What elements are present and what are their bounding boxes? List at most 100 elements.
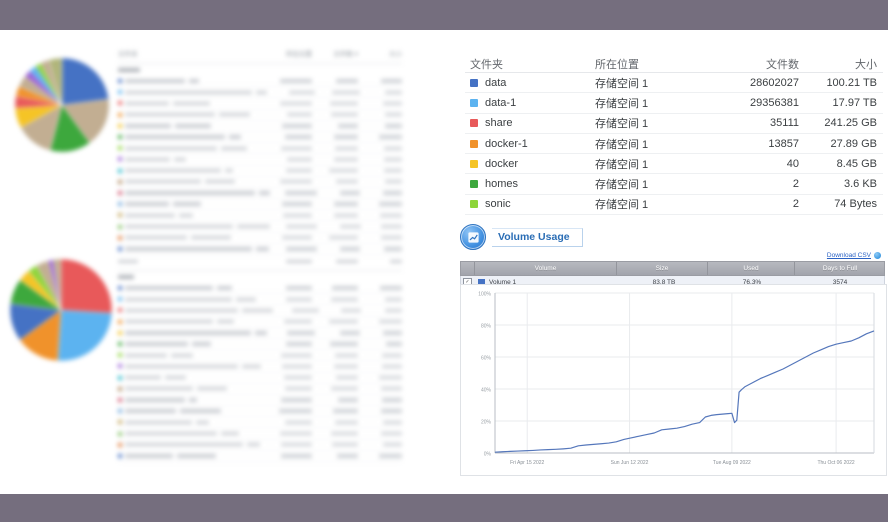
pie-slice[interactable] [60,258,113,314]
download-icon[interactable] [874,252,881,259]
pie-slice[interactable] [61,57,109,106]
list-item[interactable] [118,305,402,317]
grid-header-select[interactable] [461,262,475,275]
row-name-redacted-2 [219,112,250,117]
folder-name: docker [485,157,519,170]
list-item[interactable] [118,384,402,395]
row-name-redacted-2 [247,443,260,447]
pie-slice[interactable] [52,258,62,311]
row-name-redacted [125,431,217,436]
list-item[interactable] [118,294,402,306]
list-item[interactable] [118,233,402,244]
grid-row-volume-cell: Volume 1 [474,276,619,289]
cell-size-redacted [358,124,402,128]
list-item[interactable] [118,317,402,328]
list-item[interactable] [118,339,402,351]
row-name-redacted [125,375,161,380]
table-row[interactable]: share 存储空间 1 35111 241.25 GB [465,114,883,134]
cell-location-redacted [262,101,312,106]
list-item[interactable] [118,428,402,440]
cell-count-redacted [312,112,358,117]
cell-count-redacted [312,375,358,380]
list-item[interactable] [118,373,402,384]
header-location[interactable]: 所在位置 [595,59,639,71]
list-item[interactable] [118,110,402,121]
cell-file-count: 2 [792,178,799,191]
cell-location-redacted [262,420,312,425]
cell-size: 17.97 TB [832,96,877,109]
list-item[interactable] [118,244,402,255]
row-name-redacted [125,443,243,447]
pie-slice[interactable] [57,309,113,362]
header-filecount[interactable]: 文件数 [766,59,799,71]
list-item[interactable] [118,87,402,99]
list-item[interactable] [118,166,402,177]
left2-col-location [262,258,312,265]
list-item[interactable] [118,440,402,451]
list-item[interactable] [118,210,402,222]
list-item[interactable] [118,76,402,88]
grid-header-days-to-full[interactable]: Days to Full [822,265,858,272]
volume-usage-tab[interactable]: Volume Usage [460,224,885,250]
cell-size-redacted [358,409,402,413]
volume-usage-chart[interactable]: 0% 20% 40% 60% 80% 100% Fri Apr 15 2022 Sun Jun… [460,284,887,476]
table-row[interactable]: data-1 存储空间 1 29356381 17.97 TB [465,93,883,114]
right-panel: 文件夹 所在位置 文件数 大小 data 存储空间 1 28602027 100.21… [455,30,888,494]
row-name-redacted-2 [192,342,211,346]
pie-slice[interactable] [48,57,63,106]
list-item[interactable] [118,221,402,233]
list-item[interactable] [118,350,402,362]
list-item[interactable] [118,283,402,295]
cell-folder: data-1 [465,97,595,109]
grid-header-volume[interactable]: Volume [475,262,617,275]
left-col-size: 大小 [389,51,402,58]
table-row[interactable]: docker 存储空间 1 40 8.45 GB [465,154,883,175]
left2-col-folder [118,258,262,265]
cell-size-redacted [358,353,402,357]
list-item[interactable] [118,121,402,132]
cell-count-redacted [315,331,360,335]
cell-location-redacted [262,112,312,117]
cell-location-redacted [262,319,312,324]
cell-count-redacted [317,191,361,195]
list-item[interactable] [118,98,402,110]
cell-count-redacted [312,364,358,369]
table-row[interactable]: data 存储空间 1 28602027 100.21 TB [465,73,883,94]
list-item[interactable] [118,395,402,407]
download-csv-row: Download CSV [460,252,885,259]
list-item[interactable] [118,177,402,188]
cell-location-redacted [262,157,312,162]
folder-name: share [485,117,513,130]
row-color-swatch [118,453,122,458]
list-item[interactable] [118,154,402,166]
row-name-redacted [125,398,185,402]
grid-header-used[interactable]: Used [708,262,795,275]
header-folder[interactable]: 文件夹 [470,59,503,71]
table-row[interactable]: sonic 存储空间 1 2 74 Bytes [465,195,883,216]
header-size[interactable]: 大小 [855,59,877,71]
row-color-swatch [118,308,122,313]
list-item[interactable] [118,451,402,462]
cell-location-redacted [262,168,312,173]
cell-size: 74 Bytes [834,198,877,211]
table-row[interactable]: docker-1 存储空间 1 13857 27.89 GB [465,134,883,155]
list-item[interactable] [118,406,402,418]
cell-size-redacted [358,79,402,83]
download-csv-link[interactable]: Download CSV [826,252,871,259]
row-color-swatch [118,286,122,291]
table-row[interactable]: homes 存储空间 1 2 3.6 KB [465,174,883,195]
list-item[interactable] [118,199,402,211]
pie-slice[interactable] [61,98,110,144]
list-item[interactable] [118,188,402,200]
grid-header-size[interactable]: Size [617,262,708,275]
row-color-swatch [118,168,122,173]
row-name-redacted-2 [256,247,270,251]
cell-location-redacted [269,247,317,251]
list-item[interactable] [118,417,402,429]
cell-size-redacted [360,331,402,335]
list-item[interactable] [118,361,402,373]
list-item[interactable] [118,132,402,144]
cell-size-redacted [358,135,402,139]
list-item[interactable] [118,328,402,339]
list-item[interactable] [118,143,402,155]
